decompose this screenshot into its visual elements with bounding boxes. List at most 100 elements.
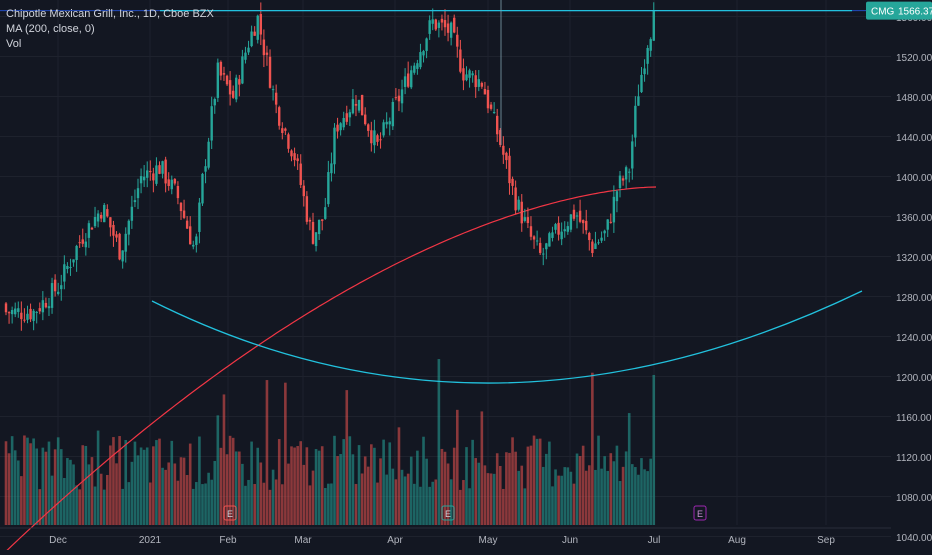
volume-bar <box>428 486 431 525</box>
symbol-title[interactable]: Chipotle Mexican Grill, Inc., 1D, Cboe B… <box>6 8 214 20</box>
volume-bar <box>32 438 35 525</box>
candle-body <box>106 209 109 217</box>
candle-body <box>612 196 616 223</box>
candle-body <box>250 31 253 47</box>
time-axis[interactable]: Dec 2021 Feb Mar Apr May Jun Jul Aug Sep <box>0 527 891 546</box>
candle-body <box>351 99 355 114</box>
candle-body <box>81 239 84 244</box>
volume-bar <box>207 472 210 525</box>
volume-bar <box>308 485 312 525</box>
earnings-marker <box>441 505 455 521</box>
candle-body <box>449 22 453 38</box>
time-axis-label: Jul <box>648 535 661 546</box>
volume-bar <box>379 458 382 525</box>
candle-body <box>189 226 192 245</box>
candle-body <box>142 176 146 181</box>
candle-body <box>32 310 35 321</box>
candle-body <box>336 124 339 132</box>
volume-bar <box>627 413 631 525</box>
candle-body <box>428 20 431 34</box>
candle-body <box>560 231 563 240</box>
candle-body <box>72 259 75 263</box>
volume-bar <box>443 451 447 525</box>
candle-body <box>118 233 121 260</box>
volume-bar <box>517 470 520 525</box>
volume-bar <box>23 435 26 525</box>
volume-bar <box>489 473 493 525</box>
volume-bar <box>185 475 189 525</box>
volume-bar <box>388 442 392 525</box>
price-tick-label: 1280.00 <box>896 293 932 304</box>
candle-body <box>597 242 600 244</box>
volume-bar <box>228 435 232 525</box>
candle-body <box>492 112 496 114</box>
candle-body <box>161 161 164 174</box>
price-axis[interactable]: 1720.001680.001640.001600.001560.001520.… <box>866 0 932 550</box>
candle-body <box>591 241 594 254</box>
candle-body <box>271 89 275 91</box>
candle-body <box>121 250 124 262</box>
volume-bar <box>256 447 260 525</box>
volume-bar <box>520 465 524 525</box>
candle-body <box>489 104 493 109</box>
candle-body <box>152 173 155 181</box>
candle-body <box>566 226 570 232</box>
volume-bar <box>483 465 487 525</box>
volume-bar <box>505 452 508 525</box>
candle-body <box>195 236 198 245</box>
candle-body <box>557 222 560 235</box>
candle-body <box>44 302 48 308</box>
candle-body <box>624 167 628 180</box>
price-tick-label: 1440.00 <box>896 133 932 144</box>
volume-bar <box>124 439 128 525</box>
volume-bar <box>634 467 637 525</box>
candle-body <box>388 121 391 125</box>
candle-body <box>10 310 14 315</box>
volume-bar <box>81 445 85 525</box>
candle-body <box>554 224 557 230</box>
candle-body <box>496 115 499 135</box>
candle-body <box>308 219 312 222</box>
volume-bar <box>492 473 496 525</box>
indicator-volume-label[interactable]: Vol <box>6 38 22 50</box>
volume-bar <box>348 436 352 525</box>
volume-bar <box>142 449 146 525</box>
volume-bar <box>431 481 435 525</box>
volume-bar <box>296 446 299 525</box>
volume-bar <box>139 447 143 525</box>
volume-bar <box>357 445 361 525</box>
volume-bar <box>210 479 213 525</box>
volume-bar <box>339 454 342 525</box>
earnings-marker-label: E <box>227 509 233 519</box>
candle-body <box>182 210 186 218</box>
candle-body <box>281 128 284 133</box>
indicator-ma-label[interactable]: MA (200, close, 0) <box>6 23 95 35</box>
candle-body <box>646 47 649 64</box>
price-tick-label: 1120.00 <box>896 453 932 464</box>
volume-bar <box>416 450 419 525</box>
volume-bar <box>541 466 545 525</box>
candle-body <box>302 185 305 197</box>
rounding-bottom-drawing[interactable] <box>151 290 863 384</box>
volume-bar <box>569 471 573 525</box>
candle-body <box>4 303 8 313</box>
candle-body <box>170 179 173 190</box>
candle-body <box>425 38 428 51</box>
candle-body <box>456 34 459 47</box>
volume-bar <box>403 476 407 525</box>
candle-body <box>56 291 60 294</box>
rounding-bottom-arc <box>151 290 863 384</box>
candle-body <box>317 219 321 235</box>
volume-bar <box>213 460 217 525</box>
volume-bar <box>566 467 570 525</box>
volume-bar <box>170 440 174 525</box>
volume-bar <box>575 453 579 525</box>
candle-body <box>594 243 597 249</box>
price-tick-label: 1040.00 <box>896 533 932 544</box>
candle-body <box>422 51 425 56</box>
volume-bar <box>173 463 177 525</box>
candle-body <box>643 68 646 75</box>
